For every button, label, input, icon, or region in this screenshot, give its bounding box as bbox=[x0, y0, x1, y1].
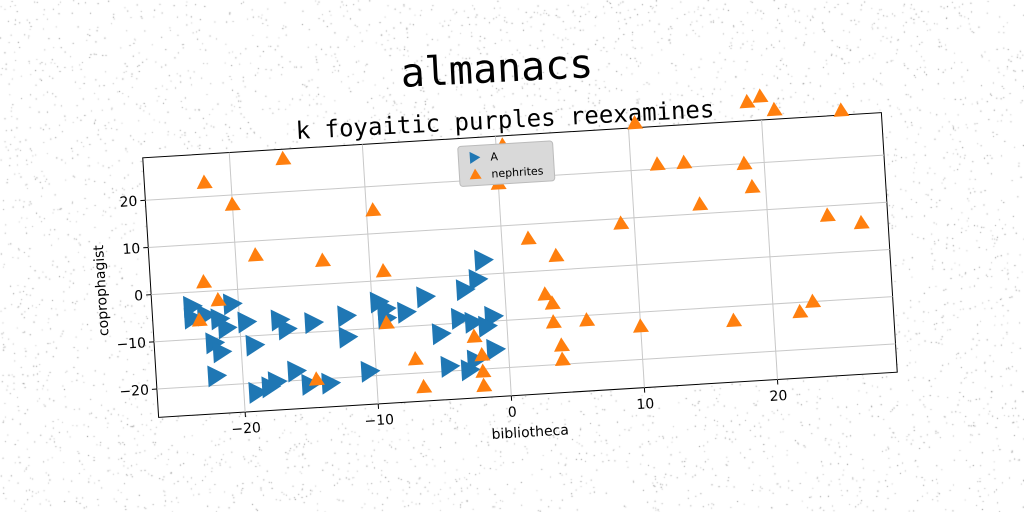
y-tick-label: −10 bbox=[116, 335, 146, 353]
chart-title: almanacs bbox=[400, 41, 595, 97]
x-tick-label: 10 bbox=[636, 396, 655, 413]
series-1-point bbox=[766, 101, 783, 116]
series-1-point bbox=[752, 88, 769, 103]
y-axis-label: coprophagist bbox=[91, 244, 113, 336]
x-tick-label: 20 bbox=[769, 388, 788, 405]
y-tick-label: −20 bbox=[119, 383, 149, 401]
plot-area: −20 −10 0 10 20 −20 −10 0 10 20 bibliotheca copr… bbox=[84, 81, 900, 467]
y-tick-label: 10 bbox=[122, 241, 141, 258]
y-tick-label: 20 bbox=[119, 194, 138, 211]
x-axis-label: bibliotheca bbox=[491, 422, 569, 443]
x-tick-label: 0 bbox=[507, 404, 517, 421]
x-tick-label: −10 bbox=[364, 412, 394, 430]
series-1-point bbox=[739, 93, 756, 108]
series-1-point bbox=[833, 102, 850, 117]
x-tick-label: −20 bbox=[231, 420, 261, 438]
y-tick-label: 0 bbox=[134, 288, 144, 305]
legend-label-0: A bbox=[490, 150, 499, 163]
